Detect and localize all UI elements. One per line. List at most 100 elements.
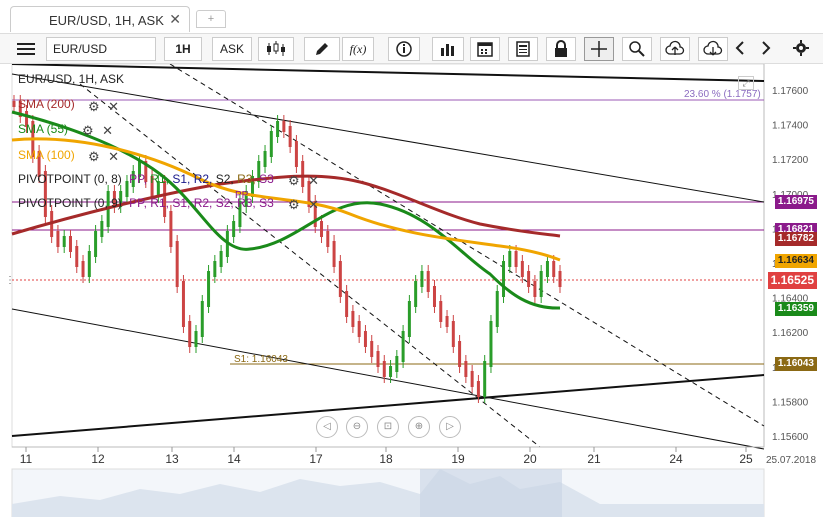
lock-button[interactable]	[546, 37, 576, 61]
zoom-out-button[interactable]: ⊖	[346, 416, 368, 438]
reset-view-button[interactable]: ⊡	[377, 416, 399, 438]
candle-body	[301, 161, 305, 187]
price-tag: 1.16975	[774, 195, 817, 209]
chart-area[interactable]: 1.176001.174001.172001.170001.168001.166…	[0, 64, 823, 517]
candle-body	[439, 301, 443, 322]
close-icon[interactable]: ✕	[308, 197, 320, 212]
sma-200-controls: ⚙ ✕	[88, 98, 119, 116]
menu-button[interactable]	[12, 37, 40, 61]
candle-body	[100, 221, 104, 237]
sma-55-line	[11, 110, 561, 310]
pivot1-r2: R2,	[193, 172, 213, 186]
tab-bar: EUR/USD, 1H, ASK ✕ +	[0, 0, 823, 34]
candle-body	[476, 381, 480, 397]
news-button[interactable]	[508, 37, 538, 61]
indicators-button[interactable]: f(x)	[342, 37, 374, 61]
sma-100-line	[11, 137, 561, 262]
zoom-in-button[interactable]: ⊕	[408, 416, 430, 438]
volume-button[interactable]	[432, 37, 464, 61]
close-icon[interactable]: ✕	[102, 123, 114, 138]
expand-icon[interactable]: ⤢	[738, 76, 754, 90]
pivot2-s2: S2,	[215, 196, 234, 210]
prev-button[interactable]	[730, 37, 750, 61]
navigator-series	[12, 469, 764, 517]
date-axis-end-label: 25.07.2018	[766, 455, 816, 466]
settings-button[interactable]	[788, 37, 814, 61]
candle-body	[56, 231, 60, 247]
price-tag: 1.16634	[774, 254, 817, 268]
gear-icon[interactable]: ⚙	[82, 123, 94, 138]
candle-body	[138, 161, 142, 177]
candle-body	[470, 371, 474, 387]
candle-body	[489, 321, 493, 367]
candle-body	[382, 361, 386, 377]
candle-body	[125, 181, 129, 197]
price-axis-label: 1.17200	[772, 155, 809, 166]
chart-tab[interactable]: EUR/USD, 1H, ASK ✕	[10, 6, 190, 32]
next-button[interactable]	[756, 37, 776, 61]
candle-body	[520, 261, 524, 277]
bar-chart-icon	[441, 44, 454, 56]
sma-100-controls: ⚙ ✕	[88, 148, 119, 166]
price-axis-label: 1.17600	[772, 86, 809, 97]
candle-body	[25, 111, 29, 127]
timeframe-select[interactable]: 1H	[164, 37, 202, 61]
price-chart[interactable]: 1.176001.174001.172001.170001.168001.166…	[0, 64, 823, 517]
candle-body	[338, 261, 342, 297]
download-button[interactable]	[698, 37, 728, 61]
gear-icon[interactable]: ⚙	[288, 197, 300, 212]
gear-icon[interactable]: ⚙	[88, 99, 100, 114]
candle-body	[527, 271, 531, 287]
candle-body	[420, 271, 424, 287]
sma-55-label[interactable]: SMA (55)	[18, 122, 69, 136]
candle-body	[320, 221, 324, 237]
date-axis-label: 14	[227, 452, 241, 466]
candle-body	[188, 321, 192, 347]
chart-type-button[interactable]	[258, 37, 294, 61]
info-button[interactable]	[388, 37, 420, 61]
gear-icon[interactable]: ⚙	[88, 149, 100, 164]
symbol-input[interactable]: EUR/USD	[46, 37, 156, 61]
scroll-left-button[interactable]: ◁	[316, 416, 338, 438]
close-icon[interactable]: ✕	[108, 99, 120, 114]
price-axis-label: 1.16200	[772, 328, 809, 339]
candle-body	[389, 366, 393, 377]
close-icon[interactable]: ✕	[308, 173, 320, 188]
pivot2-label[interactable]: PIVOTPOINT (0, 9) PP, R1, S1, R2, S2, R3…	[18, 196, 274, 210]
gear-icon	[793, 40, 809, 56]
gear-icon[interactable]: ⚙	[288, 173, 300, 188]
zoom-button[interactable]	[622, 37, 652, 61]
drag-handle-icon[interactable]: ⋮	[5, 275, 15, 286]
price-type-select[interactable]: ASK	[212, 37, 252, 61]
pivot1-pp: PP,	[129, 172, 147, 186]
crosshair-button[interactable]	[584, 37, 614, 61]
draw-tool-button[interactable]	[304, 37, 340, 61]
support-trendline	[11, 374, 765, 437]
zoom-icon	[629, 41, 645, 57]
pivot1-label[interactable]: PIVOTPOINT (0, 8) PP, R1, S1, R2, S2, R3…	[18, 172, 274, 186]
price-tag: 1.16043	[774, 357, 817, 371]
candle-body	[244, 191, 248, 207]
close-icon[interactable]: ✕	[108, 149, 120, 164]
scroll-right-button[interactable]: ▷	[439, 416, 461, 438]
close-tab-icon[interactable]: ✕	[169, 11, 181, 27]
upload-button[interactable]	[660, 37, 690, 61]
candle-body	[288, 126, 292, 147]
document-icon	[516, 41, 530, 57]
candle-body	[257, 161, 261, 182]
sma-100-label[interactable]: SMA (100)	[18, 148, 75, 162]
candle-body	[533, 281, 537, 297]
calendar-button[interactable]	[470, 37, 500, 61]
candle-body	[269, 131, 273, 157]
candle-body	[345, 291, 349, 317]
new-tab-button[interactable]: +	[196, 10, 226, 28]
candle-body	[357, 321, 361, 337]
candle-body	[432, 286, 436, 307]
candle-body	[451, 321, 455, 347]
info-icon	[396, 41, 412, 57]
sma-200-label[interactable]: SMA (200)	[18, 97, 75, 111]
candle-body	[445, 316, 449, 327]
tab-title: EUR/USD, 1H, ASK	[49, 13, 164, 28]
price-axis-label: 1.15800	[772, 397, 809, 408]
candle-body	[508, 251, 512, 267]
